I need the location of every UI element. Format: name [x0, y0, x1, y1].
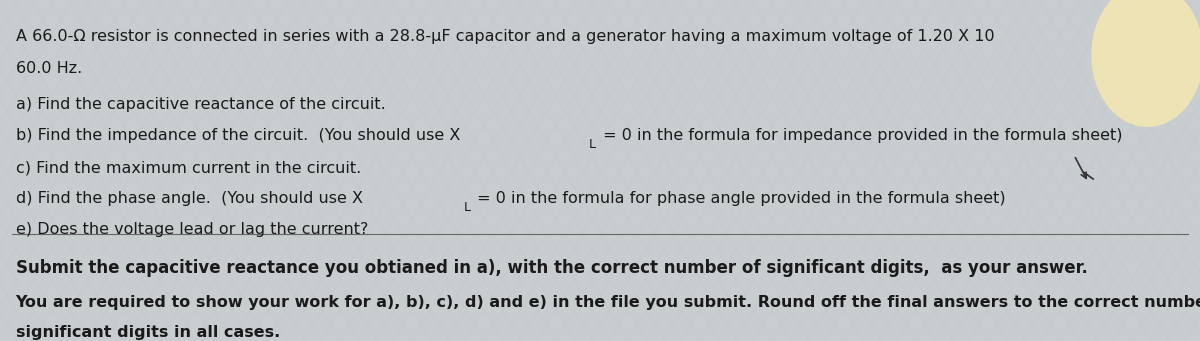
Text: significant digits in all cases.: significant digits in all cases.: [16, 325, 280, 340]
Text: d) Find the phase angle.  (You should use X: d) Find the phase angle. (You should use…: [16, 191, 362, 206]
Text: c) Find the maximum current in the circuit.: c) Find the maximum current in the circu…: [16, 160, 361, 175]
Text: = 0 in the formula for impedance provided in the formula sheet): = 0 in the formula for impedance provide…: [598, 128, 1122, 143]
Text: a) Find the capacitive reactance of the circuit.: a) Find the capacitive reactance of the …: [16, 97, 385, 112]
Text: 60.0 Hz.: 60.0 Hz.: [16, 61, 82, 76]
Text: A 66.0-Ω resistor is connected in series with a 28.8-μF capacitor and a generato: A 66.0-Ω resistor is connected in series…: [16, 29, 995, 44]
Text: Submit the capacitive reactance you obtianed in a), with the correct number of s: Submit the capacitive reactance you obti…: [16, 259, 1087, 277]
Text: L: L: [463, 201, 470, 214]
Text: b) Find the impedance of the circuit.  (You should use X: b) Find the impedance of the circuit. (Y…: [16, 128, 460, 143]
Text: You are required to show your work for a), b), c), d) and e) in the file you sub: You are required to show your work for a…: [16, 295, 1200, 310]
Ellipse shape: [1091, 0, 1200, 127]
Text: L: L: [589, 138, 596, 151]
Text: = 0 in the formula for phase angle provided in the formula sheet): = 0 in the formula for phase angle provi…: [473, 191, 1006, 206]
Text: e) Does the voltage lead or lag the current?: e) Does the voltage lead or lag the curr…: [16, 222, 368, 237]
